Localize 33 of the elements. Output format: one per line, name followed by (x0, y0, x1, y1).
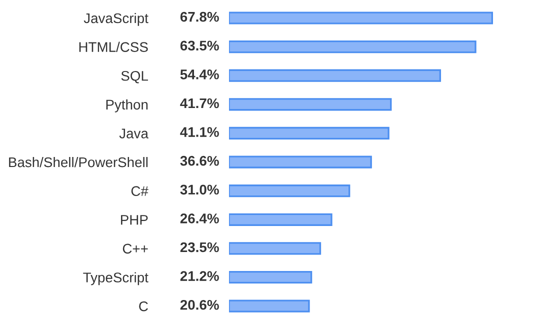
data-label: 31.0% (180, 184, 219, 195)
bar (229, 213, 332, 226)
y-tick-label: TypeScript (83, 272, 148, 286)
bar (229, 69, 442, 82)
data-label: 54.4% (180, 70, 219, 80)
bar (229, 156, 372, 168)
data-label: 26.4% (180, 214, 219, 224)
data-label: 63.5% (180, 40, 219, 51)
bar (229, 40, 476, 54)
bar (229, 300, 310, 312)
bar (229, 242, 322, 255)
data-label: 41.7% (180, 98, 219, 108)
y-tick-label: C (139, 301, 148, 312)
bar (229, 270, 312, 284)
data-label: 67.8% (180, 12, 219, 22)
data-label: 20.6% (180, 300, 219, 310)
data-label: 23.5% (180, 242, 219, 252)
y-tick-label: Bash/Shell/PowerShell (9, 156, 148, 168)
y-tick-label: C# (131, 186, 148, 196)
y-tick-label: Python (106, 99, 148, 112)
y-tick-label: Java (119, 128, 148, 138)
data-label: 36.6% (180, 156, 219, 166)
y-tick-label: HTML/CSS (79, 42, 148, 52)
bar (229, 98, 392, 111)
bar (229, 12, 493, 24)
bar (229, 184, 350, 198)
data-label: 21.2% (180, 271, 219, 281)
data-label: 41.1% (180, 127, 219, 137)
y-tick-label: PHP (121, 215, 148, 225)
y-tick-label: SQL (121, 70, 148, 84)
y-tick-label: C++ (122, 244, 148, 254)
bar (229, 126, 390, 140)
y-tick-label: JavaScript (84, 12, 148, 26)
